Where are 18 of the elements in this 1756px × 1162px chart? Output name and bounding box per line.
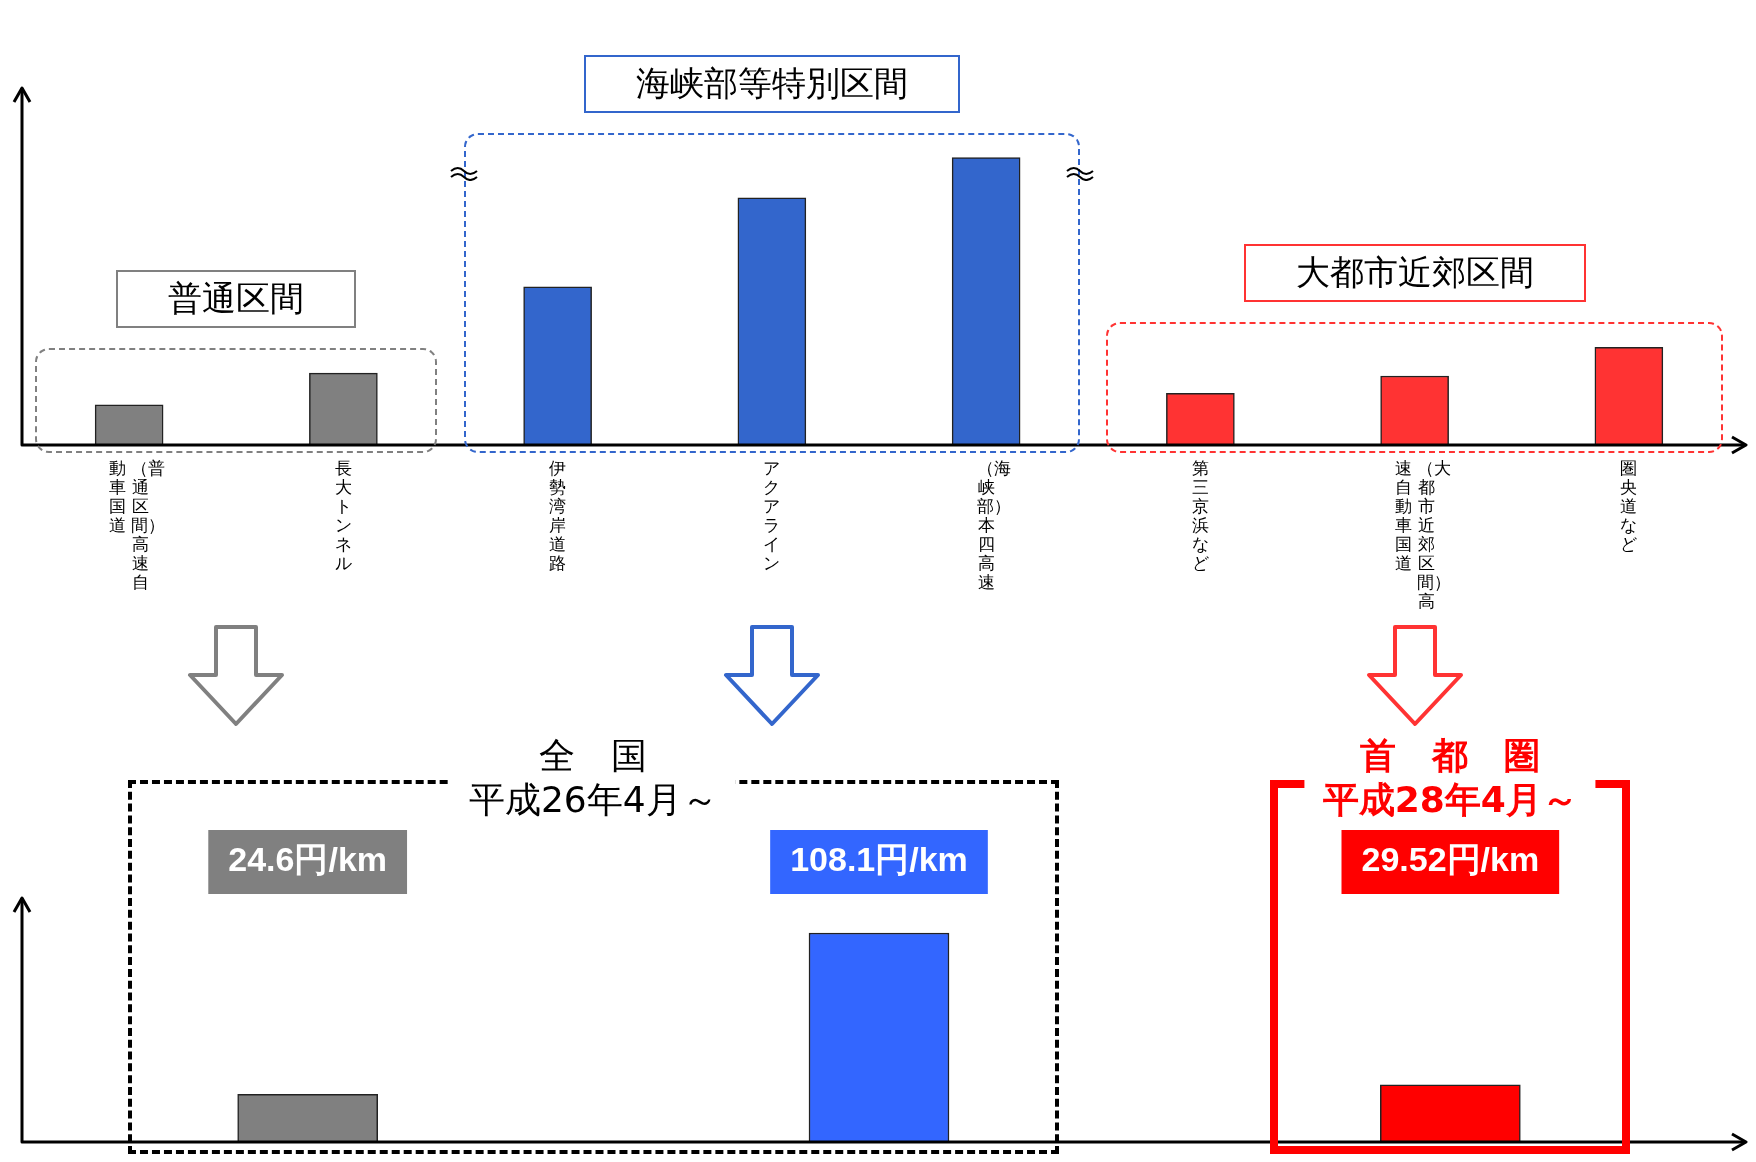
x-tick-label: アクアライン — [762, 458, 782, 573]
x-tick-label: 第三京浜など — [1190, 458, 1210, 573]
x-tick-label: 伊勢湾岸道路 — [548, 458, 568, 573]
text: 全 国 — [538, 734, 649, 778]
x-tick-label: （海峡部）本四高速 — [976, 458, 1011, 592]
category-label: （普通区間）高速自動車国道 — [109, 458, 166, 592]
x-tick-label: 圏央道など — [1619, 458, 1639, 554]
data-label: 24.6円/km — [228, 840, 388, 879]
data-label: 108.1円/km — [790, 840, 968, 879]
category-label: （大都市近郊区間）高速自動車国道 — [1394, 458, 1451, 611]
text: 海峡部等特別区間 — [583, 54, 960, 113]
text: 首 都 圏 — [1359, 734, 1542, 778]
x-tick-label: 長大トンネル — [333, 458, 353, 573]
data-label: 29.52円/km — [1361, 840, 1540, 879]
text: 平成26年4月～ — [468, 778, 718, 822]
text: 平成28年4月～ — [1322, 778, 1578, 822]
annotation: 大都市近郊区間 — [1243, 244, 1586, 303]
annotation: 普通区間 — [116, 270, 357, 329]
